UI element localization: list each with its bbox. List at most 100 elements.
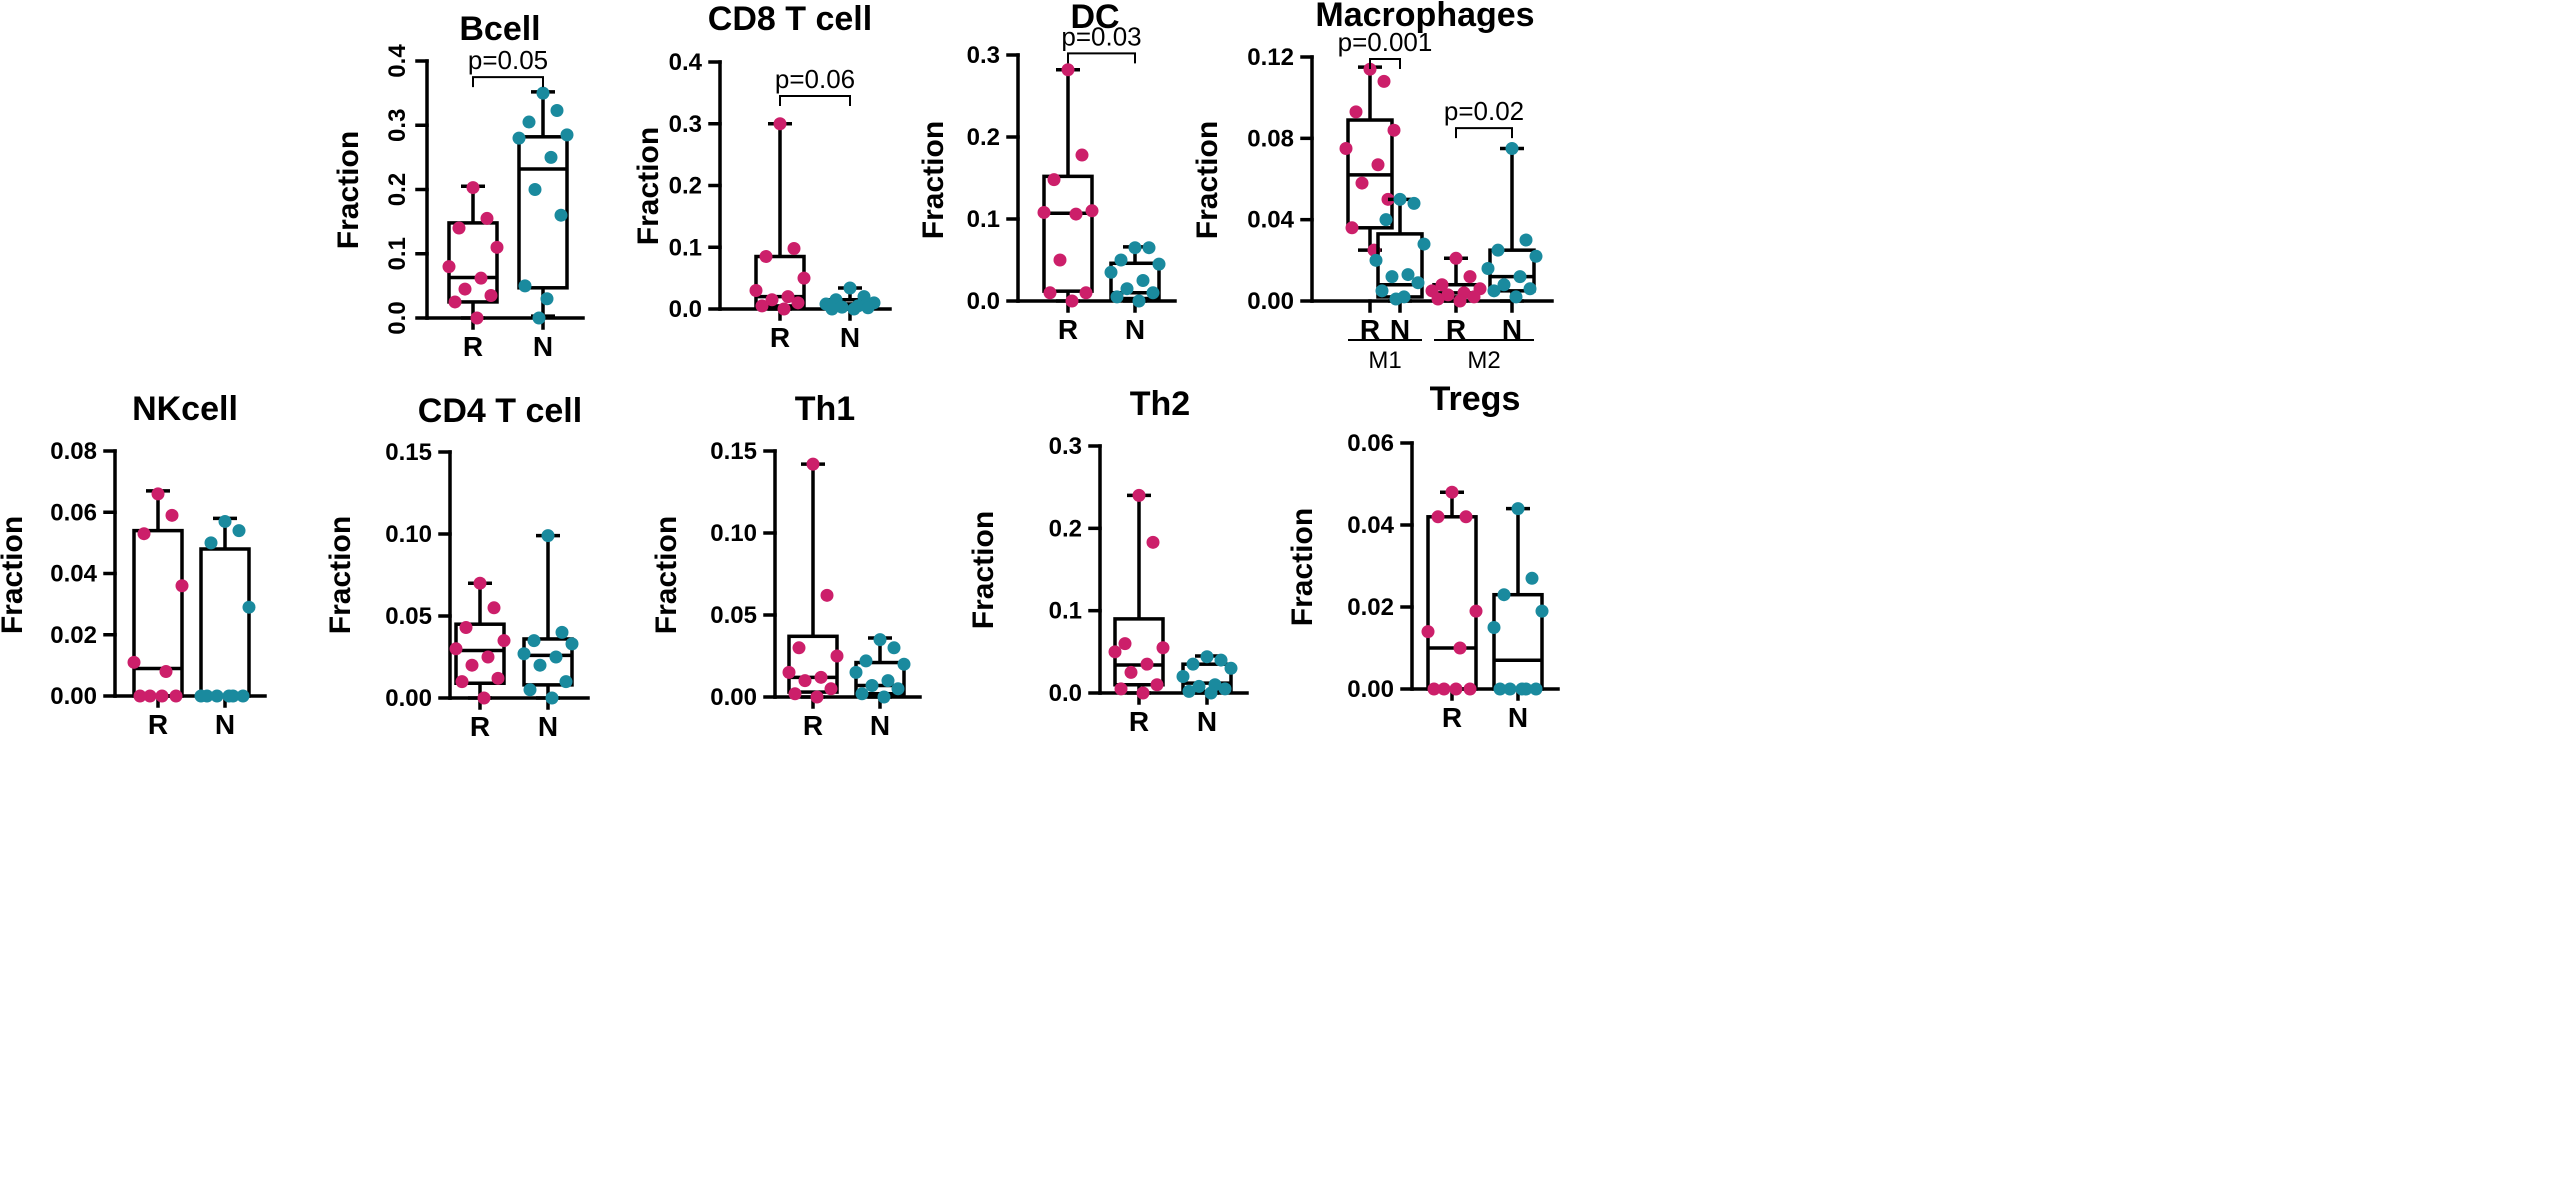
data-point-n — [843, 281, 857, 295]
data-point-n — [536, 86, 550, 100]
data-point-r — [781, 290, 795, 304]
data-point-r — [797, 271, 811, 285]
data-point-r — [1339, 142, 1353, 155]
data-point-n — [518, 279, 532, 293]
data-point-r — [1085, 204, 1099, 218]
data-point-n — [236, 689, 250, 703]
data-point-n — [560, 128, 574, 142]
data-point-n — [218, 514, 232, 528]
data-point-n — [1152, 257, 1166, 271]
data-point-n — [1389, 292, 1403, 306]
data-point-n — [1411, 276, 1425, 290]
data-point-n — [512, 131, 526, 145]
data-point-n — [1224, 661, 1238, 675]
y-axis-label: Fraction — [1191, 121, 1224, 239]
y-tick-label: 0.08 — [50, 438, 97, 465]
subgroup-label: M2 — [1467, 347, 1500, 374]
data-point-r — [788, 687, 802, 701]
x-category-label: R — [1058, 314, 1078, 345]
panel-cd4-t-cell: CD4 T cell Fraction 0.00 0.05 0.10 0.15 R N — [324, 392, 590, 742]
data-point-r — [810, 690, 824, 704]
data-point-n — [1487, 621, 1501, 634]
data-point-n — [847, 302, 861, 316]
data-point-n — [1110, 290, 1124, 304]
panel-title: Bcell — [459, 10, 540, 48]
data-point-r — [474, 271, 488, 285]
y-tick-label: 0.2 — [669, 173, 702, 200]
data-point-n — [559, 675, 573, 689]
data-point-n — [549, 650, 563, 664]
data-point-n — [1503, 682, 1517, 696]
y-tick-label: 0.15 — [385, 439, 432, 466]
y-tick-label: 0.04 — [1347, 512, 1394, 539]
data-point-r — [465, 658, 479, 672]
x-category-label: N — [215, 709, 235, 740]
data-point-n — [1192, 679, 1206, 693]
x-category-label: N — [1508, 702, 1528, 733]
data-point-n — [877, 690, 891, 704]
data-point-n — [544, 150, 558, 164]
panel-title: Tregs — [1430, 380, 1521, 418]
p-value-label: p=0.06 — [775, 64, 855, 94]
data-point-n — [532, 311, 546, 325]
y-tick-label: 0.2 — [1049, 515, 1082, 542]
data-point-n — [835, 300, 849, 314]
data-point-r — [455, 675, 469, 689]
data-point-r — [159, 665, 173, 678]
y-tick-label: 0.04 — [50, 561, 97, 588]
box-iqr — [522, 637, 574, 687]
y-axis-label: Fraction — [967, 511, 1000, 629]
data-point-n — [1114, 253, 1128, 267]
data-point-r — [1061, 63, 1075, 77]
x-category-label: N — [533, 331, 553, 362]
data-point-n — [204, 536, 218, 550]
data-point-r — [449, 642, 463, 656]
y-tick-label: 0.06 — [50, 499, 97, 526]
x-category-label: N — [1390, 314, 1410, 345]
x-category-label: R — [148, 709, 168, 740]
data-point-n — [1204, 686, 1218, 700]
data-point-n — [1375, 284, 1389, 298]
data-point-r — [1463, 270, 1477, 284]
data-point-r — [824, 682, 838, 696]
x-category-label: R — [463, 331, 483, 362]
y-tick-label: 0.00 — [1347, 676, 1394, 703]
data-point-r — [481, 650, 495, 664]
p-value-label: p=0.05 — [468, 45, 548, 75]
data-point-r — [490, 240, 504, 254]
data-point-r — [477, 691, 491, 705]
data-point-r — [814, 670, 828, 684]
data-point-n — [1182, 684, 1196, 698]
data-point-n — [1525, 571, 1539, 585]
data-point-r — [175, 579, 189, 593]
data-point-n — [550, 103, 564, 117]
x-category-label: N — [870, 710, 890, 741]
data-point-n — [1513, 270, 1527, 284]
data-point-n — [857, 290, 871, 304]
y-tick-label: 0.0 — [384, 301, 411, 334]
panel-th2: Th2 Fraction 0.0 0.1 0.2 0.3 R N — [967, 385, 1249, 737]
data-point-r — [1371, 158, 1385, 172]
y-tick-label: 0.02 — [1347, 594, 1394, 621]
data-point-n — [1515, 682, 1529, 696]
data-point-n — [555, 625, 569, 639]
y-tick-label: 0.1 — [1049, 598, 1082, 625]
data-point-n — [1393, 192, 1407, 206]
p-value-label: p=0.001 — [1338, 27, 1433, 57]
data-point-r — [1349, 105, 1363, 119]
data-point-n — [1491, 243, 1505, 257]
data-point-n — [242, 600, 256, 614]
y-tick-label: 0.06 — [1347, 430, 1394, 457]
data-point-r — [1124, 665, 1138, 679]
data-point-n — [865, 679, 879, 693]
data-point-r — [1108, 645, 1122, 659]
data-point-n — [222, 689, 236, 703]
data-point-r — [820, 588, 834, 602]
data-point-n — [522, 115, 536, 129]
data-point-r — [1377, 74, 1391, 88]
data-point-r — [487, 601, 501, 615]
y-tick-label: 0.05 — [710, 602, 757, 629]
data-point-r — [1441, 288, 1455, 302]
data-point-r — [755, 299, 769, 313]
